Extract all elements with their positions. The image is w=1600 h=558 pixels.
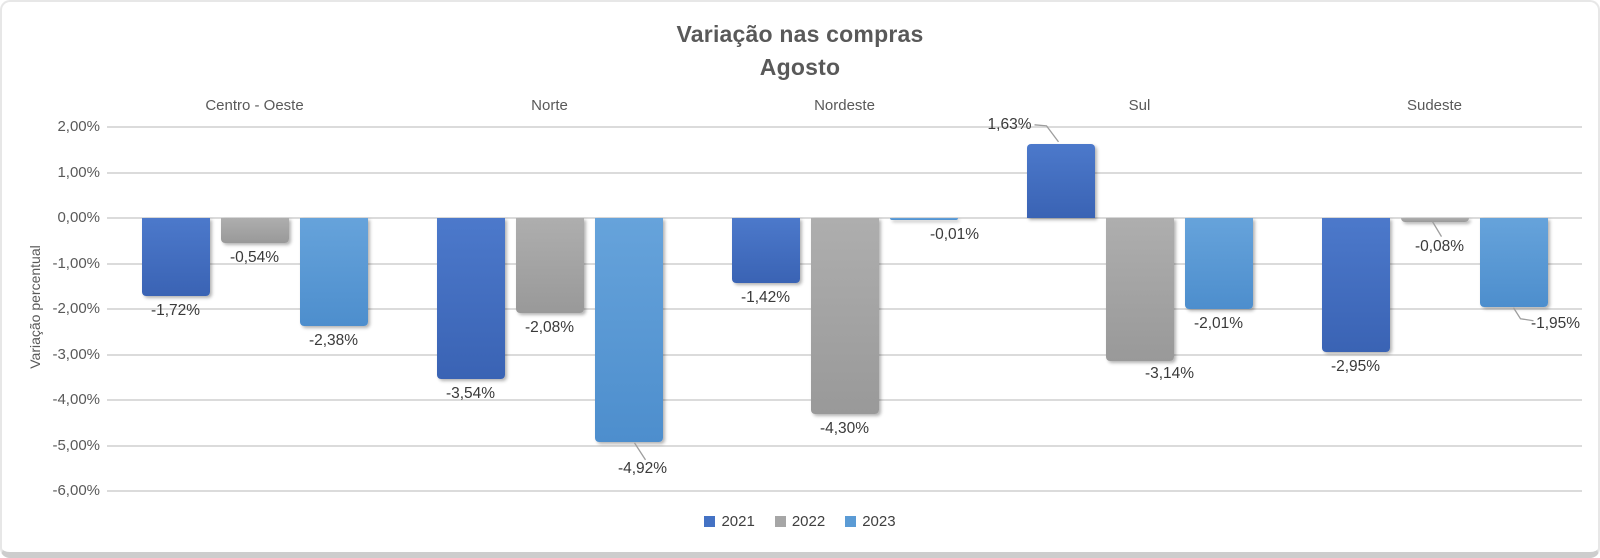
data-label-2022-sudeste: -0,08% — [1414, 237, 1465, 255]
y-tick-label: -5,00% — [52, 436, 100, 454]
data-label-2022-sul: -3,14% — [1144, 364, 1195, 382]
data-label-2021-nordeste: -1,42% — [740, 288, 791, 306]
chart-title-line2: Agosto — [759, 54, 841, 80]
bar-2021-nordeste — [731, 218, 800, 283]
legend-marker-2021 — [704, 516, 716, 527]
gridline — [107, 126, 1582, 128]
bar-2021-norte — [436, 218, 505, 380]
data-label-2023-sul: -2,01% — [1193, 315, 1244, 333]
data-label-2022-norte: -2,08% — [524, 318, 575, 336]
bar-2023-nordeste — [889, 218, 958, 220]
y-tick-label: -6,00% — [52, 482, 100, 499]
legend-label-2022: 2022 — [791, 513, 826, 530]
legend-label-2021: 2021 — [721, 513, 755, 530]
legend-marker-2023 — [845, 516, 857, 527]
legend: 2021 2022 2023 — [2, 513, 1598, 530]
category-label-centro-oeste: Centro - Oeste — [205, 97, 304, 114]
y-tick-label: 2,00% — [57, 118, 100, 135]
category-label-sudeste: Sudeste — [1406, 97, 1463, 114]
bar-2023-norte — [594, 218, 663, 442]
bar-2023-centro-oeste — [299, 218, 368, 327]
bar-2022-sul — [1105, 218, 1174, 361]
bar-2021-sul — [1026, 143, 1095, 218]
data-label-2022-nordeste: -4,30% — [819, 419, 870, 437]
data-label-2021-centro-oeste: -1,72% — [150, 302, 201, 320]
bar-2021-centro-oeste — [141, 218, 210, 297]
y-tick-label: 0,00% — [57, 209, 100, 226]
bar-2022-centro-oeste — [220, 218, 289, 243]
chart-title: Variação nas compras Agosto — [2, 18, 1598, 84]
legend-marker-2022 — [774, 516, 786, 527]
legend-item-2022: 2022 — [774, 513, 826, 530]
bar-2022-nordeste — [810, 218, 879, 414]
bar-2023-sul — [1184, 218, 1253, 310]
data-label-2021-sul: 1,63% — [987, 115, 1032, 133]
y-tick-label: -2,00% — [52, 300, 100, 317]
category-label-nordeste: Nordeste — [814, 97, 875, 114]
bar-2022-sudeste — [1400, 218, 1469, 222]
data-label-2023-sudeste: -1,95% — [1530, 314, 1581, 332]
gridline — [107, 490, 1582, 492]
data-label-2021-norte: -3,54% — [445, 385, 496, 403]
category-label-sul: Sul — [1128, 97, 1151, 114]
data-label-2022-centro-oeste: -0,54% — [229, 248, 280, 266]
legend-item-2023: 2023 — [845, 513, 896, 530]
data-label-2023-nordeste: -0,01% — [929, 226, 980, 243]
bar-2021-sudeste — [1321, 218, 1390, 353]
gridline — [107, 444, 1582, 447]
y-tick-label: -1,00% — [52, 254, 100, 272]
chart-title-line1: Variação nas compras — [676, 21, 924, 47]
data-label-2021-sudeste: -2,95% — [1330, 358, 1381, 376]
data-label-2023-norte: -4,92% — [617, 459, 668, 477]
category-label-norte: Norte — [531, 97, 568, 114]
y-tick-label: -4,00% — [52, 391, 100, 408]
leader-line — [1431, 221, 1443, 237]
legend-label-2023: 2023 — [862, 513, 896, 530]
legend-item-2021: 2021 — [704, 513, 755, 530]
bar-2022-norte — [515, 218, 584, 313]
data-label-2023-centro-oeste: -2,38% — [308, 332, 359, 350]
gridline — [107, 171, 1582, 174]
y-tick-label: 1,00% — [57, 163, 100, 181]
y-tick-label: -3,00% — [52, 345, 100, 363]
bar-2023-sudeste — [1479, 218, 1548, 307]
